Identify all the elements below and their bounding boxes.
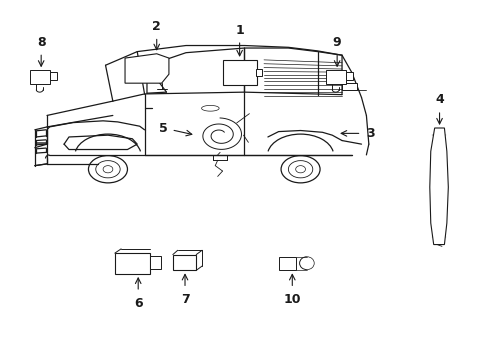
Bar (278, 257, 295, 270)
Bar (345, 72, 352, 80)
Bar (50, 72, 57, 80)
Text: 10: 10 (283, 293, 301, 306)
Bar (255, 69, 261, 76)
Bar (326, 70, 345, 84)
Text: 2: 2 (152, 20, 161, 33)
Bar (150, 256, 160, 269)
Bar (115, 253, 150, 274)
Text: 8: 8 (37, 36, 45, 49)
Text: 9: 9 (332, 36, 341, 49)
Text: 3: 3 (366, 127, 374, 140)
Bar (222, 60, 256, 85)
Bar (341, 83, 356, 90)
Bar (172, 255, 196, 270)
Polygon shape (125, 54, 168, 83)
Text: 7: 7 (180, 293, 189, 306)
Bar (30, 70, 50, 84)
Text: 5: 5 (159, 122, 167, 135)
Text: 1: 1 (235, 23, 244, 37)
Text: 4: 4 (434, 94, 443, 107)
Polygon shape (429, 128, 447, 244)
Text: 6: 6 (134, 297, 142, 310)
